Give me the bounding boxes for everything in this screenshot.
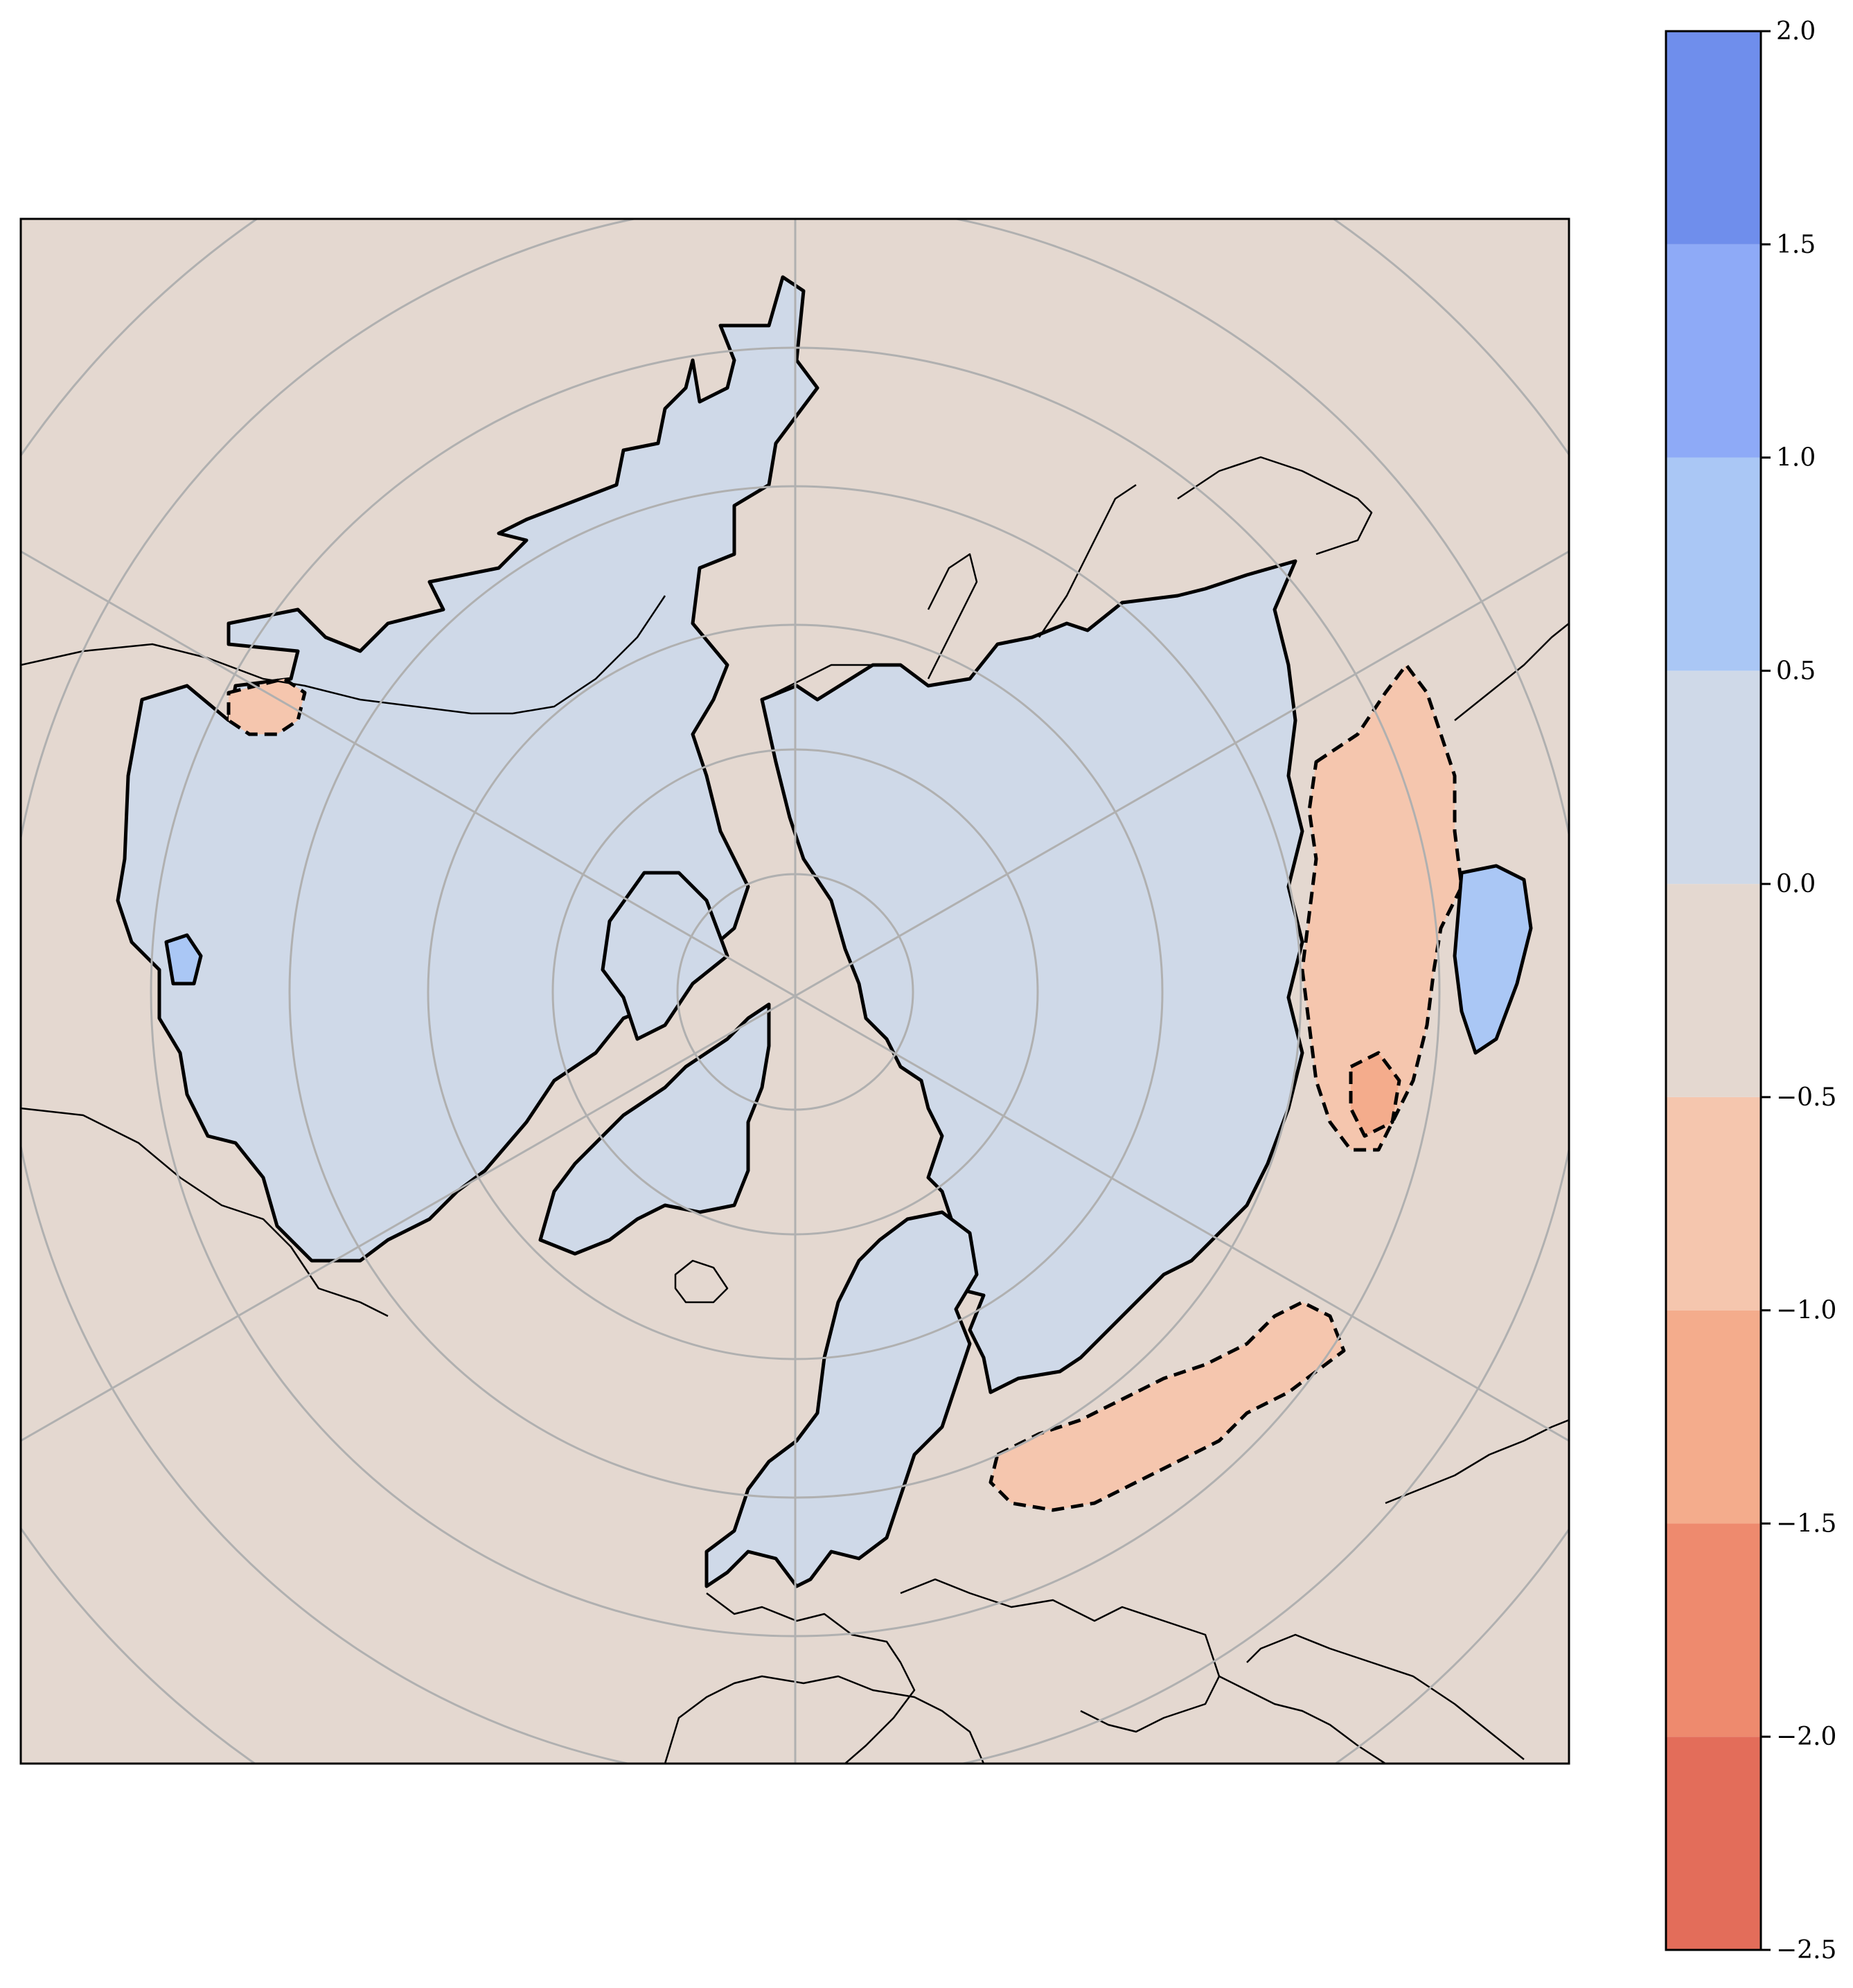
colorbar-ticks: −2.5 −2.0 −1.5 −1.0 −0.5 0.0 0.5 1.0 1.5 2.0 <box>1761 17 1836 1964</box>
colorbar-swatch <box>1666 1310 1761 1524</box>
coastline-asia <box>1177 456 1569 1764</box>
graticule <box>21 219 1569 1764</box>
colorbar-tick-label: −2.5 <box>1776 1936 1836 1964</box>
region-greenland-positive <box>538 1002 771 1256</box>
colorbar-tick-label: 1.0 <box>1776 444 1816 472</box>
colorbar-swatches <box>1666 31 1761 1950</box>
colorbar-swatch <box>1666 1523 1761 1737</box>
colorbar-tick-label: −0.5 <box>1776 1083 1836 1112</box>
colorbar-swatch <box>1666 31 1761 245</box>
coastline-africa <box>664 1675 985 1764</box>
meridian-120 <box>21 550 1569 1442</box>
region-arctic-islands-positive <box>601 871 729 1041</box>
region-strong-positive-west <box>164 933 203 986</box>
colorbar-swatch <box>1666 1737 1761 1950</box>
region-east-eurasia-negative <box>1300 663 1464 1152</box>
colorbar-swatch <box>1666 1097 1761 1311</box>
region-eurasia-positive <box>760 559 1304 1394</box>
colorbar-tick-label: −1.0 <box>1776 1297 1836 1325</box>
region-alaska-negative <box>227 677 307 736</box>
colorbar-swatch <box>1666 244 1761 458</box>
colorbar-swatch <box>1666 457 1761 671</box>
region-europe-positive <box>704 1210 979 1588</box>
coastline-arctic <box>761 483 1137 701</box>
coastline-north-america <box>21 595 666 1317</box>
coastline-europe <box>706 1578 1221 1764</box>
coastline-iceland <box>674 1259 729 1304</box>
colorbar-tick-label: 2.0 <box>1776 17 1816 46</box>
colorbar: −2.5 −2.0 −1.5 −1.0 −0.5 0.0 0.5 1.0 1.5 2.0 <box>1665 17 1836 1964</box>
region-strong-negative <box>1349 1051 1401 1138</box>
colorbar-tick-label: −1.5 <box>1776 1509 1836 1538</box>
region-central-asia-negative <box>988 1300 1346 1512</box>
colorbar-tick-label: 0.0 <box>1776 870 1816 898</box>
colorbar-tick-label: 1.5 <box>1776 231 1816 259</box>
region-north-america-positive <box>116 275 819 1263</box>
colorbar-swatch <box>1666 884 1761 1097</box>
colorbar-swatch <box>1666 671 1761 885</box>
colorbar-tick-label: 0.5 <box>1776 657 1816 685</box>
coastlines <box>21 456 1569 1764</box>
map-frame <box>19 218 1570 1765</box>
region-strong-positive-east <box>1453 864 1533 1055</box>
colorbar-frame <box>1665 30 1762 1951</box>
colorbar-tick-label: −2.0 <box>1776 1723 1836 1751</box>
map-panel <box>19 218 1570 1765</box>
